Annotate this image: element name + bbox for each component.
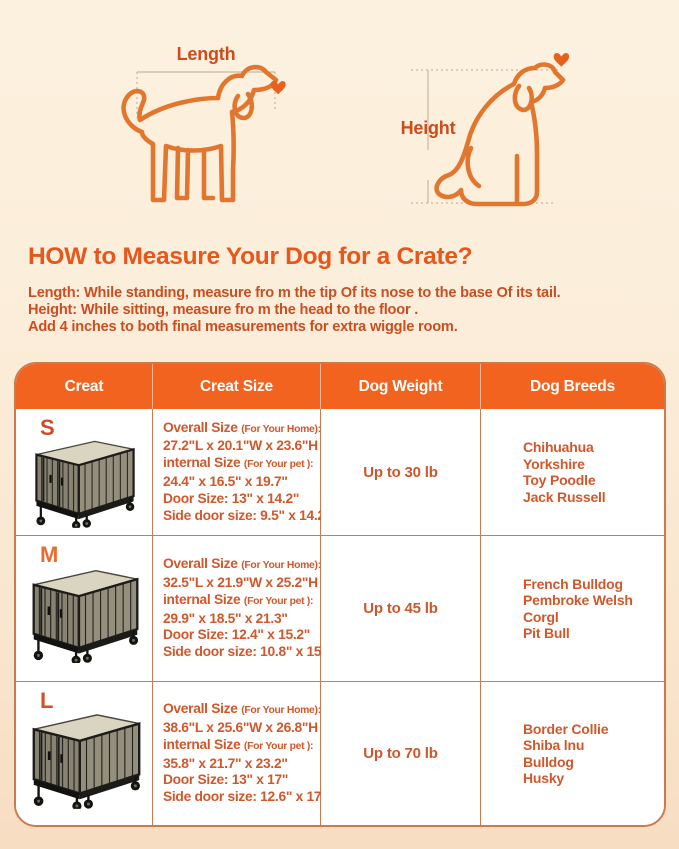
overall-dims: 38.6"L x 25.6"W x 26.8"H [163,719,318,735]
sitting-dog-height-diagram [411,53,570,207]
standing-dog-length-diagram [121,64,286,203]
overall-dims: 27.2"L x 20.1"W x 23.6"H [163,438,318,454]
overall-size-line: Overall Size (For Your Home): [163,701,321,717]
dog-weight-cell-m: Up to 45 lb [321,535,481,681]
length-measure-label: Length [176,44,236,64]
breed-item: French Bulldog [523,575,623,592]
creat-cell-l: L [16,681,153,825]
height-measure-label: Height [400,118,456,138]
crate-image [29,564,142,664]
door-size: Door Size: 12.4" x 15.2" [163,627,310,643]
crate-image [32,435,138,529]
dog-breeds-cell-m: French Bulldog Pembroke Welsh Corgl Pit … [481,535,664,681]
side-door-size: Side door size: 10.8" x 15.2" [163,644,339,660]
size-letter-s: S [40,415,55,440]
dog-weight-cell-l: Up to 70 lb [321,681,481,825]
heart-icon [553,53,570,67]
breed-item: Yorkshire [523,455,585,472]
page-title: HOW to Measure Your Dog for a Crate? [28,243,473,270]
size-letter-l: L [40,688,54,713]
internal-size-line: internal Size (For Your pet ): [163,455,314,471]
heart-icon [270,81,286,95]
door-size: Door Size: 13" x 14.2" [163,490,300,506]
overall-dims: 32.5"L x 21.9"W x 25.2"H [163,574,318,590]
column-header-dog-breeds: Dog Breeds [481,364,664,409]
crate-image [29,708,144,810]
overall-size-line: Overall Size (For Your Home): [163,556,321,572]
instruction-length: Length: While standing, measure fro m th… [28,285,561,301]
breed-item: Chihuahua [523,439,594,455]
door-size: Door Size: 13" x 17" [163,772,289,788]
column-header-creat: Creat [16,364,153,409]
side-door-size: Side door size: 12.6" x 17" [163,789,328,805]
dog-breeds-cell-l: Border Collie Shiba lnu Bulldog Husky [481,681,664,825]
breed-item: Shiba lnu [523,737,585,753]
instruction-height: Height: While sitting, measure fro m the… [28,302,419,318]
dog-weight-cell-s: Up to 30 lb [321,409,481,535]
measuring-instructions: Length: While standing, measure fro m th… [28,285,664,336]
internal-dims: 35.8" x 21.7" x 23.2" [163,755,288,771]
creat-cell-s: S [16,409,153,535]
column-header-dog-weight: Dog Weight [321,364,481,409]
dog-breeds-cell-s: Chihuahua Yorkshire Toy Poodle Jack Russ… [481,409,664,535]
internal-size-line: internal Size (For Your pet ): [163,736,314,752]
internal-size-line: internal Size (For Your pet ): [163,591,314,607]
side-door-size: Side door size: 9.5" x 14.2" [163,507,332,523]
creat-size-cell-s: Overall Size (For Your Home): 27.2"L x 2… [153,409,332,535]
breed-item: Border Collie [523,720,609,737]
breed-item: Husky [523,770,565,786]
breed-item: Toy Poodle [523,472,596,488]
instruction-wiggle-room: Add 4 inches to both final measurements … [28,319,458,335]
breed-item: Pembroke Welsh [523,592,633,608]
standing-dog-outline [121,64,279,203]
breed-item: Jack Russell [523,488,606,505]
breed-item: Corgl [523,608,559,625]
internal-dims: 29.9" x 18.5" x 21.3" [163,610,288,626]
crate-size-table: Creat Creat Size Dog Weight Dog Breeds S… [14,362,666,827]
creat-cell-m: M [16,535,153,681]
creat-size-cell-l: Overall Size (For Your Home): 38.6"L x 2… [153,681,328,825]
size-letter-m: M [40,542,59,567]
column-header-creat-size: Creat Size [153,364,321,409]
overall-size-line: Overall Size (For Your Home): [163,419,321,435]
sitting-dog-outline [434,62,566,207]
internal-dims: 24.4" x 16.5" x 19.7" [163,474,288,489]
creat-size-cell-m: Overall Size (For Your Home): 32.5"L x 2… [153,535,339,681]
breed-item: Bulldog [523,753,574,770]
breed-item: Pit Bull [523,625,570,641]
